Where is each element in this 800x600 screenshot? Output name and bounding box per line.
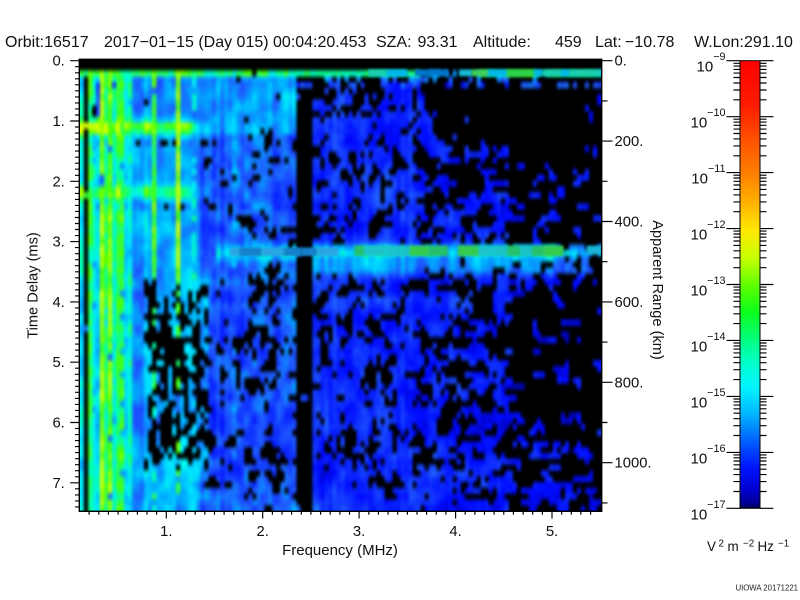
svg-text:Time Delay (ms): Time Delay (ms)	[26, 232, 42, 338]
svg-text:200.: 200.	[615, 134, 644, 150]
svg-text:UIOWA 20171221: UIOWA 20171221	[735, 584, 798, 593]
svg-text:0.: 0.	[52, 54, 64, 70]
svg-text:4.: 4.	[449, 524, 461, 540]
svg-text:291.10: 291.10	[744, 34, 793, 51]
svg-text:7.: 7.	[52, 476, 64, 492]
svg-text:2.: 2.	[257, 524, 269, 540]
svg-text:−10.78: −10.78	[625, 34, 674, 51]
svg-text:10−11: 10−11	[691, 163, 725, 188]
svg-text:−1: −1	[778, 539, 789, 550]
svg-text:10−13: 10−13	[690, 275, 725, 300]
svg-text:−2: −2	[743, 539, 754, 550]
svg-text:Frequency (MHz): Frequency (MHz)	[282, 542, 398, 559]
svg-text:93.31: 93.31	[418, 34, 458, 51]
svg-text:SZA:: SZA:	[376, 34, 412, 51]
svg-text:2.: 2.	[52, 174, 64, 190]
svg-text:10−12: 10−12	[690, 219, 725, 244]
svg-text:3.: 3.	[52, 235, 64, 251]
svg-text:0.: 0.	[615, 54, 627, 70]
svg-text:10−14: 10−14	[690, 331, 725, 356]
svg-text:459: 459	[555, 34, 582, 51]
svg-text:6.: 6.	[52, 416, 64, 432]
svg-text:5.: 5.	[52, 355, 64, 371]
svg-text:1.: 1.	[160, 524, 172, 540]
svg-text:10−9: 10−9	[697, 51, 726, 76]
svg-text:4.: 4.	[52, 295, 64, 311]
svg-text:Hz: Hz	[758, 539, 775, 554]
svg-text:W.Lon:: W.Lon:	[694, 34, 744, 51]
svg-text:10−10: 10−10	[690, 107, 725, 132]
svg-text:1.: 1.	[52, 114, 64, 130]
svg-text:5.: 5.	[546, 524, 558, 540]
svg-text:3.: 3.	[353, 524, 365, 540]
svg-text:1000.: 1000.	[615, 456, 652, 472]
svg-text:m: m	[728, 539, 739, 554]
svg-text:Apparent Range (km): Apparent Range (km)	[649, 220, 665, 360]
svg-text:Altitude:: Altitude:	[473, 34, 531, 51]
svg-text:V: V	[707, 539, 716, 554]
svg-text:Orbit:16517: Orbit:16517	[5, 34, 89, 51]
svg-text:400.: 400.	[615, 215, 644, 231]
svg-text:600.: 600.	[615, 295, 644, 311]
svg-text:10−17: 10−17	[690, 499, 725, 524]
svg-text:10−16: 10−16	[690, 443, 725, 468]
svg-text:800.: 800.	[615, 375, 644, 391]
svg-text:2017−01−15 (Day 015) 00:04:20.: 2017−01−15 (Day 015) 00:04:20.453	[104, 34, 367, 51]
svg-text:Lat:: Lat:	[595, 34, 622, 51]
svg-text:10−15: 10−15	[690, 387, 725, 412]
svg-text:2: 2	[719, 539, 724, 550]
